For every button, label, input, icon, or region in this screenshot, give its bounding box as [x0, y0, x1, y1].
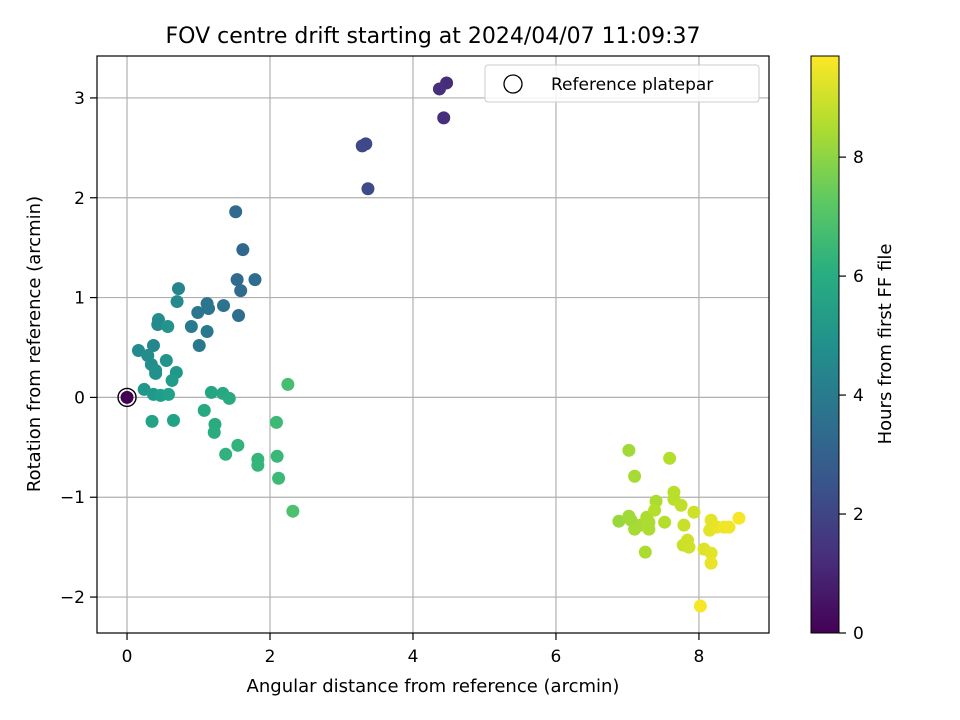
- data-point: [648, 503, 662, 517]
- x-tick-label: 0: [122, 647, 133, 667]
- data-point: [197, 403, 211, 417]
- data-point: [269, 415, 283, 429]
- colorbar-tick-label: 6: [853, 267, 864, 287]
- data-point: [628, 469, 642, 483]
- colorbar-tick-label: 0: [853, 624, 864, 644]
- data-point: [270, 449, 284, 463]
- data-point: [219, 447, 233, 461]
- data-point: [704, 556, 718, 570]
- x-tick-label: 4: [408, 647, 419, 667]
- data-point: [171, 282, 185, 296]
- y-tick-label: −2: [60, 588, 85, 608]
- data-point: [230, 273, 244, 287]
- data-point: [207, 425, 221, 439]
- data-point: [232, 309, 246, 323]
- data-point: [687, 505, 701, 519]
- data-point: [192, 338, 206, 352]
- data-point: [159, 353, 173, 367]
- data-point: [612, 514, 626, 528]
- colorbar-tick-label: 2: [853, 505, 864, 525]
- legend-box: [484, 64, 760, 103]
- colorbar-tick-label: 8: [853, 148, 864, 168]
- data-point: [231, 438, 245, 452]
- data-point: [638, 545, 652, 559]
- data-point: [677, 518, 691, 532]
- reference-platepar-marker: [117, 387, 137, 408]
- legend-label-reference: Reference platepar: [551, 75, 713, 95]
- colorbar-tick-label: 4: [853, 386, 864, 406]
- x-axis-label: Angular distance from reference (arcmin): [247, 676, 620, 697]
- grid-layer: [97, 56, 769, 633]
- data-point: [200, 325, 214, 339]
- data-point: [663, 451, 677, 465]
- data-point: [704, 546, 718, 560]
- x-tick-label: 8: [694, 647, 705, 667]
- y-axis-label: Rotation from reference (arcmin): [24, 196, 45, 492]
- data-point: [628, 522, 642, 536]
- x-axis-ticks: 0 2 4 6 8: [122, 633, 705, 667]
- colorbar-ticks: 0 2 4 6 8: [839, 148, 864, 644]
- colorbar-label: Hours from first FF file: [875, 244, 896, 445]
- data-point: [281, 377, 295, 391]
- data-point: [161, 320, 175, 334]
- y-tick-label: 2: [74, 189, 85, 209]
- x-tick-label: 2: [265, 647, 276, 667]
- data-point: [170, 295, 184, 309]
- data-point: [222, 391, 236, 405]
- y-tick-label: −1: [60, 488, 85, 508]
- colorbar-gradient: [810, 55, 840, 634]
- data-point: [151, 318, 165, 332]
- data-point: [146, 338, 160, 352]
- data-point: [437, 111, 451, 125]
- data-point: [732, 511, 746, 525]
- data-point: [693, 599, 707, 613]
- data-point: [674, 498, 688, 512]
- y-tick-label: 0: [74, 388, 85, 408]
- y-tick-label: 3: [74, 89, 85, 109]
- data-point: [622, 443, 636, 457]
- legend: Reference platepar: [484, 64, 760, 103]
- data-point: [722, 520, 736, 534]
- y-tick-label: 1: [74, 289, 85, 309]
- data-point: [248, 273, 262, 287]
- data-point: [286, 504, 300, 518]
- data-point: [229, 205, 243, 219]
- data-point: [236, 243, 250, 257]
- legend-reference-marker: [503, 74, 523, 94]
- plot-frame: [96, 55, 770, 634]
- y-axis-ticks: −2 −1 0 1 2 3: [60, 89, 97, 608]
- data-point: [166, 413, 180, 427]
- data-point: [184, 320, 198, 334]
- data-point: [145, 414, 159, 428]
- chart-title: FOV centre drift starting at 2024/04/07 …: [166, 24, 701, 49]
- data-point: [682, 540, 696, 554]
- colorbar: 0 2 4 6 8 Hours from first FF file: [810, 55, 896, 644]
- data-point: [272, 471, 286, 485]
- x-tick-label: 6: [551, 647, 562, 667]
- data-point: [234, 284, 248, 298]
- data-point: [204, 385, 218, 399]
- data-point: [161, 387, 175, 401]
- data-point: [355, 139, 369, 153]
- data-point: [251, 458, 265, 472]
- data-point: [361, 182, 375, 196]
- data-point: [202, 302, 216, 316]
- data-point: [191, 306, 205, 320]
- data-point: [642, 522, 656, 536]
- points-layer: [117, 76, 746, 613]
- data-point: [120, 390, 134, 404]
- data-point: [165, 373, 179, 387]
- data-point: [149, 366, 163, 380]
- data-point: [432, 82, 446, 96]
- data-point: [658, 515, 672, 529]
- data-point: [217, 299, 231, 313]
